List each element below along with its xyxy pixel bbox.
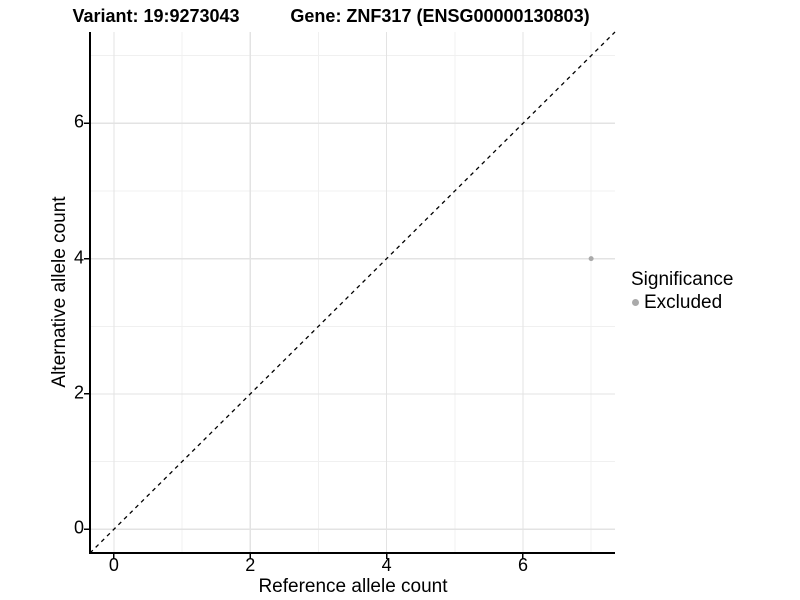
scatter-point xyxy=(588,256,594,262)
legend-key-dot-icon xyxy=(632,299,639,306)
legend: Significance Excluded xyxy=(631,269,733,313)
x-tick-label: 6 xyxy=(517,555,528,575)
x-axis-title: Reference allele count xyxy=(258,576,448,597)
y-tick-label: 6 xyxy=(73,112,84,133)
y-tick-label: 0 xyxy=(73,518,84,539)
legend-items: Excluded xyxy=(631,292,733,313)
x-tick-label: 4 xyxy=(381,555,392,575)
legend-title: Significance xyxy=(631,269,734,290)
variant-title: Variant: 19:9273043 xyxy=(72,6,240,26)
x-tick-label: 0 xyxy=(108,555,119,575)
y-tick-label: 4 xyxy=(73,247,84,268)
y-tick-label: 2 xyxy=(73,382,84,403)
identity-reference-line xyxy=(89,31,616,554)
gene-title: Gene: ZNF317 (ENSG00000130803) xyxy=(290,6,590,26)
legend-item: Excluded xyxy=(632,292,733,313)
y-axis-title: Alternative allele count xyxy=(49,196,70,388)
x-tick-label: 2 xyxy=(245,555,256,575)
legend-item-label: Excluded xyxy=(644,292,723,313)
